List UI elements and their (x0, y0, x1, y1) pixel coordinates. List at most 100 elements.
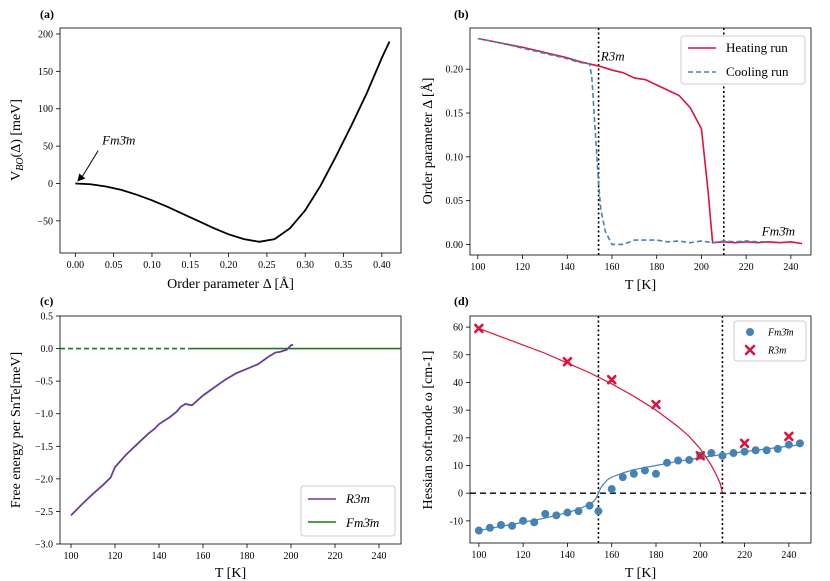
y-axis-label: Free energy per SnTe[meV] (9, 352, 24, 508)
r3m-point (695, 450, 706, 461)
y-tick-label: 0.00 (446, 240, 464, 251)
y-tick-label: 50 (453, 350, 463, 361)
fm3m-point (718, 451, 727, 460)
y-tick-label: 50 (43, 142, 53, 153)
x-tick-label: 0.10 (143, 260, 161, 271)
x-tick-label: 180 (649, 262, 664, 273)
legend-fm3m-label: Fm3̄m (767, 328, 794, 339)
x-tick-label: 140 (560, 262, 575, 273)
panel-label-d: (d) (454, 294, 469, 308)
y-axis-label: Order parameter Δ [Å] (420, 78, 436, 205)
plot-frame (59, 315, 402, 545)
y-tick-label: 0.10 (446, 152, 464, 163)
y-tick-label: 0.05 (446, 196, 464, 207)
panel-label-a: (a) (40, 7, 54, 21)
annotation-fm3m: Fm3̄m (101, 133, 135, 148)
x-tick-label: 0.15 (182, 260, 200, 271)
panel-label-b: (b) (454, 7, 469, 21)
legend-fm3m-marker (746, 328, 754, 336)
x-tick-label: 140 (152, 551, 167, 562)
x-tick-label: 120 (515, 262, 530, 273)
annotation-arrowhead (77, 173, 86, 182)
x-tick-label: 240 (781, 550, 796, 561)
fm3m-point (563, 508, 572, 517)
y-tick-label: 0.0 (41, 344, 54, 355)
x-tick-label: 160 (604, 550, 619, 561)
cooling-run-line (477, 37, 769, 246)
fm3m-point (751, 446, 760, 455)
fm3m-point (607, 485, 616, 494)
panel-label-c: (c) (40, 294, 53, 308)
legend-fm3m-label: Fm3̄m (345, 515, 379, 530)
y-tick-label: −50 (37, 216, 53, 227)
x-tick-label: 180 (240, 551, 255, 562)
annotation-arrow (81, 150, 99, 177)
fm3m-point (629, 469, 638, 478)
legend-r3m-label: R3m (345, 491, 370, 506)
fm3m-point (519, 516, 528, 525)
x-tick-label: 120 (108, 551, 123, 562)
fm3m-point (497, 521, 505, 530)
x-tick-label: 240 (372, 551, 387, 562)
fm3m-point (574, 507, 583, 516)
fm3m-point (663, 458, 672, 467)
x-tick-label: 100 (64, 551, 79, 562)
x-tick-label: 0.00 (67, 260, 85, 271)
legend-heating-label: Heating run (726, 40, 788, 55)
y-tick-label: 200 (38, 29, 53, 40)
y-tick-label: 40 (453, 378, 463, 389)
fm3m-point (552, 511, 561, 520)
x-tick-label: 160 (196, 551, 211, 562)
x-tick-label: 0.35 (335, 260, 353, 271)
fm3m-point (685, 455, 694, 464)
fm3m-point (729, 449, 738, 458)
y-tick-label: 20 (453, 433, 463, 444)
x-axis-label: T [K] (215, 566, 246, 581)
x-tick-label: 200 (284, 551, 299, 562)
fm3m-point (541, 509, 550, 518)
fm3m-fit-line (478, 444, 801, 532)
x-tick-label: 220 (739, 262, 754, 273)
fm3m-point (795, 439, 804, 448)
y-tick-label: 150 (38, 67, 53, 78)
y-tick-label: −1.5 (35, 442, 53, 453)
y-tick-label: −0.5 (35, 377, 53, 388)
r3m-fit-line (478, 327, 724, 494)
fm3m-point (485, 523, 494, 532)
x-tick-label: 180 (649, 550, 664, 561)
fm3m-point (740, 447, 749, 456)
fm3m-point (784, 440, 793, 449)
legend: Fm3̄m R3m (733, 320, 807, 362)
y-tick-label: 0.15 (446, 109, 464, 120)
r3m-point (651, 399, 661, 410)
x-tick-label: 0.20 (220, 260, 238, 271)
x-axis-label: Order parameter Δ [Å] (167, 276, 294, 292)
annotation-fm3m: Fm3̄m (761, 224, 795, 239)
panel-d: 100 120 140 160 180 200 220 240 -10 0 10 20 30 40 50 60… (421, 315, 812, 581)
plot-frame (59, 27, 402, 254)
x-tick-label: 100 (470, 262, 485, 273)
x-tick-label: 200 (694, 262, 709, 273)
legend: Heating run Cooling run (680, 35, 806, 85)
fm3m-point (530, 518, 539, 527)
x-tick-label: 0.30 (296, 260, 314, 271)
fm3m-point (707, 449, 716, 458)
x-axis-label: T [K] (625, 278, 656, 293)
y-tick-label: 0 (458, 489, 463, 500)
x-tick-label: 200 (693, 550, 708, 561)
fm3m-point (674, 456, 683, 465)
y-tick-label: -10 (450, 516, 463, 527)
fm3m-point (508, 521, 517, 530)
y-tick-label: 100 (38, 104, 53, 115)
r3m-point (784, 431, 794, 442)
potential-curve (75, 41, 391, 243)
x-tick-label: 160 (604, 262, 619, 273)
r3m-point (739, 438, 750, 449)
x-axis-label: T [K] (625, 566, 656, 581)
legend: R3m Fm3̄m (300, 485, 396, 537)
x-tick-label: 140 (560, 550, 575, 561)
fm3m-point (618, 473, 627, 482)
y-tick-label: 0.20 (446, 65, 464, 76)
y-tick-label: 60 (453, 323, 463, 334)
